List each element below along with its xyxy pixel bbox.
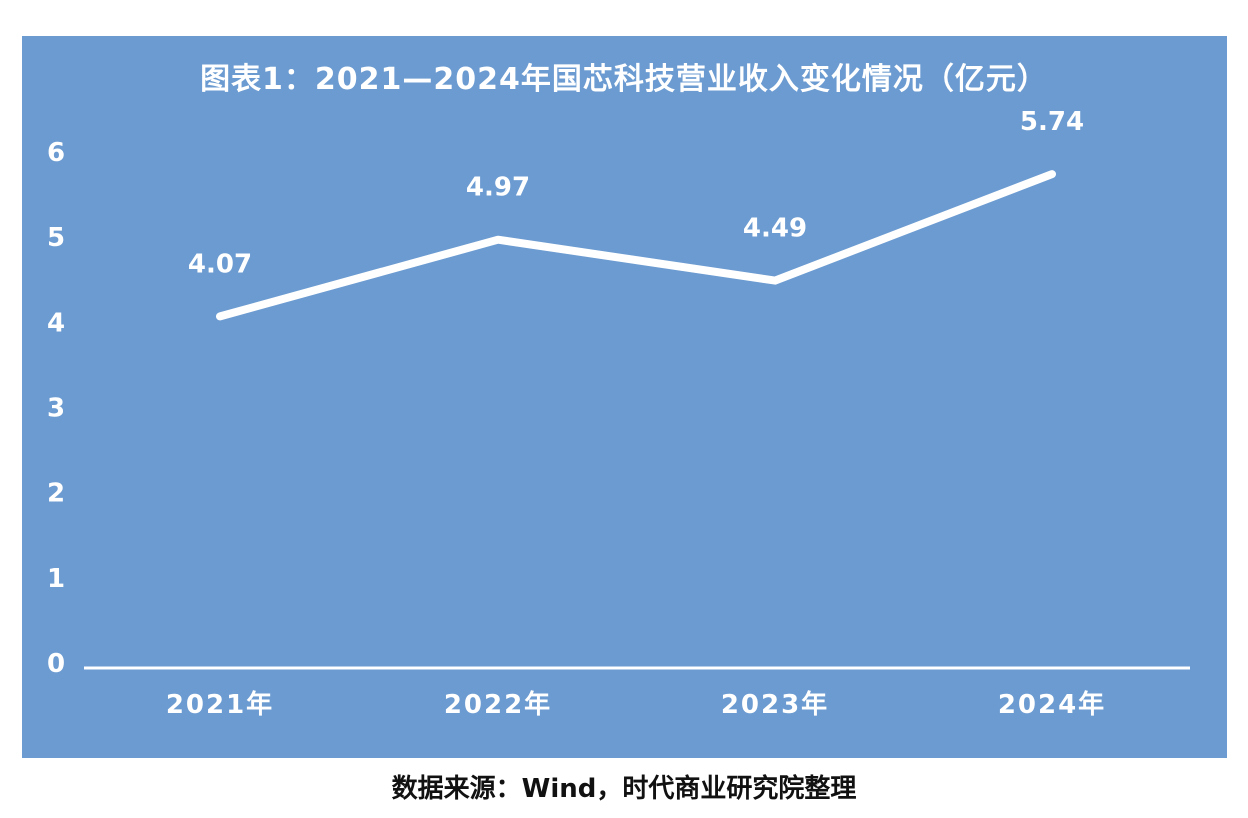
series-line <box>216 170 1056 321</box>
data-label: 5.74 <box>1020 107 1084 137</box>
y-tick-label: 5 <box>47 223 65 253</box>
data-label: 4.07 <box>188 249 252 279</box>
y-tick-label: 3 <box>47 394 65 424</box>
x-tick-label: 2022年 <box>444 689 552 720</box>
x-tick-label: 2023年 <box>721 689 829 720</box>
x-tick-label: 2021年 <box>166 689 274 720</box>
drop-lines <box>219 174 1053 666</box>
y-tick-label: 1 <box>47 564 65 594</box>
data-label: 4.49 <box>743 214 807 244</box>
data-labels: 4.07 4.97 4.49 5.74 <box>188 107 1084 279</box>
data-label: 4.97 <box>466 173 530 203</box>
source-note: 数据来源：Wind，时代商业研究院整理 <box>391 774 857 804</box>
y-axis-ticks: 0 1 2 3 4 5 6 <box>47 138 65 679</box>
y-tick-label: 4 <box>47 308 65 338</box>
x-tick-label: 2024年 <box>998 689 1106 720</box>
x-axis-labels: 2021年 2022年 2023年 2024年 <box>166 689 1106 720</box>
chart-panel <box>22 36 1227 758</box>
y-tick-label: 0 <box>47 649 65 679</box>
chart-title: 图表1：2021—2024年国芯科技营业收入变化情况（亿元） <box>200 62 1048 97</box>
y-tick-label: 6 <box>47 138 65 168</box>
y-tick-label: 2 <box>47 479 65 509</box>
